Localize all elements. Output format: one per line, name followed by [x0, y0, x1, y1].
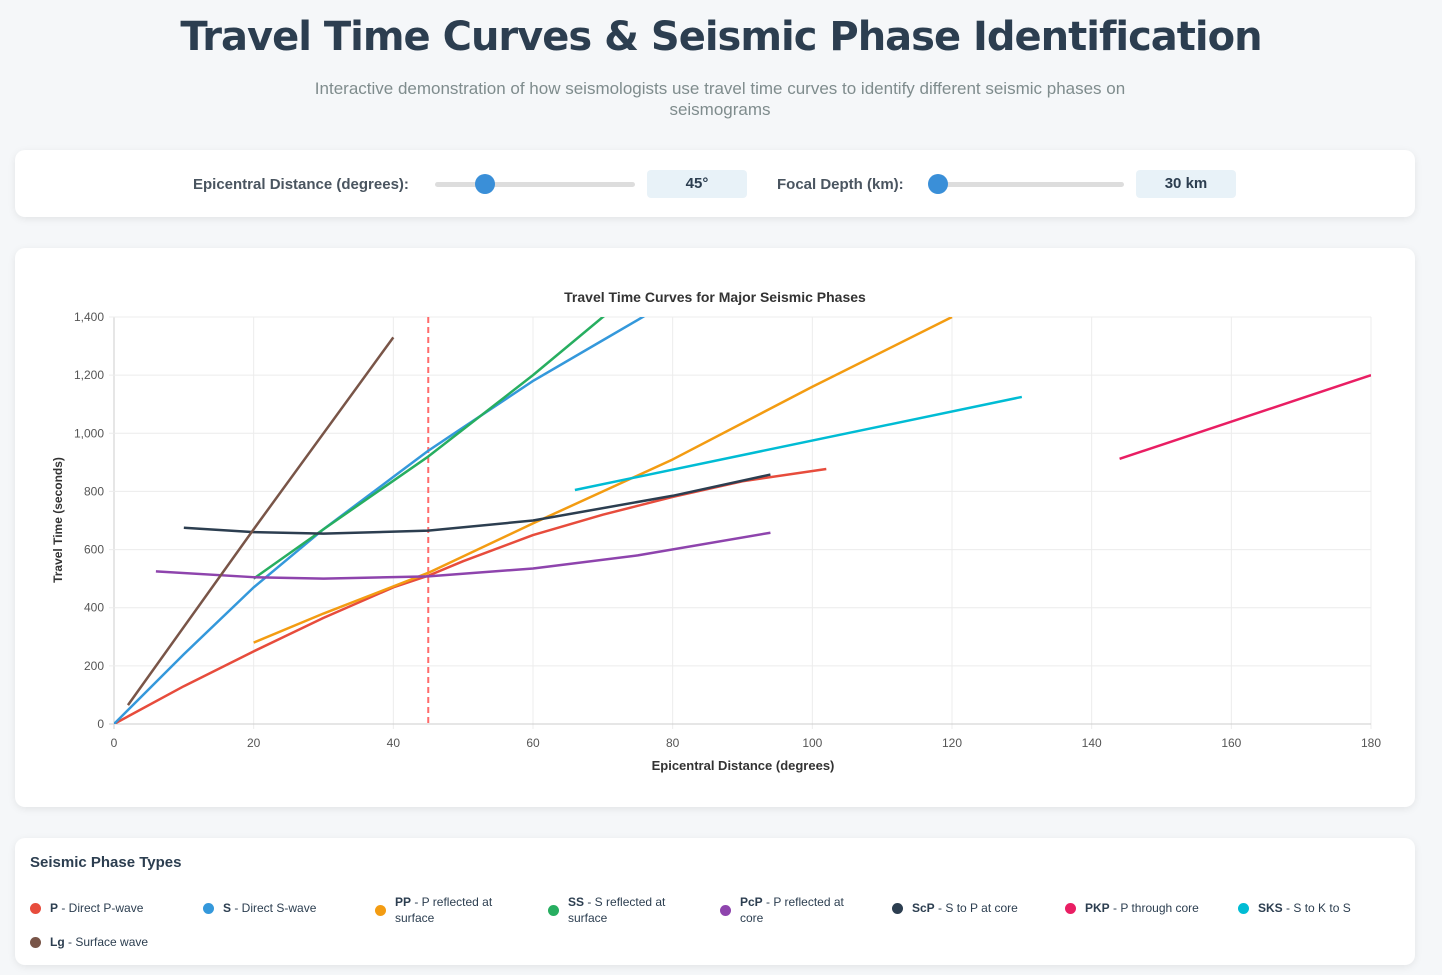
legend-text: Lg - Surface wave — [50, 934, 148, 950]
legend-dot-icon — [720, 904, 731, 916]
legend-desc: - S to P at core — [934, 901, 1018, 915]
legend-dot-icon — [30, 936, 41, 948]
distance-slider-thumb[interactable] — [475, 174, 495, 194]
legend-text: SS - S reflected at surface — [568, 894, 698, 926]
x-tick-label: 20 — [247, 736, 261, 750]
distance-slider[interactable] — [435, 174, 635, 194]
series-line-ss — [252, 317, 606, 580]
legend-desc: - P reflected at core — [740, 895, 844, 925]
legend-text: ScP - S to P at core — [912, 900, 1018, 916]
legend-dot-icon — [30, 902, 41, 914]
controls-panel: Epicentral Distance (degrees): 45° Focal… — [15, 150, 1415, 217]
legend-text: P - Direct P-wave — [50, 900, 143, 916]
legend-code: S — [223, 901, 232, 915]
depth-slider[interactable] — [928, 174, 1124, 194]
legend-code: Lg — [50, 935, 65, 949]
legend-item-pp: PP - P reflected at surface — [375, 894, 525, 926]
legend-dot-icon — [1238, 902, 1249, 914]
legend-dot-icon — [203, 902, 214, 914]
depth-value: 30 km — [1136, 170, 1236, 198]
legend-dot-icon — [1065, 902, 1076, 914]
series-line-scp — [183, 473, 771, 535]
x-tick-label: 80 — [666, 736, 680, 750]
legend-code: SKS — [1258, 901, 1283, 915]
legend-desc: - P reflected at surface — [395, 895, 493, 925]
y-axis-label: Travel Time (seconds) — [51, 457, 65, 583]
x-tick-label: 120 — [942, 736, 962, 750]
legend-item-s: S - Direct S-wave — [203, 900, 316, 916]
legend-item-sks: SKS - S to K to S — [1238, 900, 1351, 916]
legend-code: ScP — [912, 901, 935, 915]
legend-item-lg: Lg - Surface wave — [30, 934, 148, 950]
y-tick-label: 200 — [84, 659, 104, 673]
x-tick-label: 40 — [387, 736, 401, 750]
series-line-pcp — [155, 531, 771, 580]
distance-label: Epicentral Distance (degrees): — [193, 176, 409, 193]
legend-desc: - S reflected at surface — [568, 895, 666, 925]
legend-code: P — [50, 901, 59, 915]
legend-code: SS — [568, 895, 585, 909]
page-subtitle: Interactive demonstration of how seismol… — [314, 79, 1126, 119]
series-line-pp — [253, 317, 953, 644]
legend-text: PKP - P through core — [1085, 900, 1199, 916]
legend-desc: - Direct P-wave — [58, 901, 144, 915]
series-line-pkp — [1119, 373, 1371, 461]
legend-card: Seismic Phase Types P - Direct P-wave S -… — [15, 838, 1415, 965]
x-tick-label: 0 — [111, 736, 118, 750]
x-tick-label: 60 — [526, 736, 540, 750]
page-title: Travel Time Curves & Seismic Phase Ident… — [180, 14, 1262, 60]
chart-title: Travel Time Curves for Major Seismic Pha… — [564, 289, 866, 305]
x-tick-label: 160 — [1221, 736, 1241, 750]
legend-item-pcp: PcP - P reflected at core — [720, 894, 870, 926]
y-tick-label: 1,200 — [74, 368, 104, 382]
series-line-s — [114, 317, 646, 724]
legend-dot-icon — [548, 904, 559, 916]
y-tick-label: 1,400 — [74, 310, 104, 324]
depth-label: Focal Depth (km): — [777, 176, 904, 193]
x-tick-label: 180 — [1361, 736, 1381, 750]
series-line-lg — [126, 336, 395, 706]
legend-code: PcP — [740, 895, 763, 909]
legend-code: PKP — [1085, 901, 1110, 915]
legend-dot-icon — [892, 902, 903, 914]
legend-desc: - P through core — [1109, 901, 1199, 915]
legend-desc: - S to K to S — [1282, 901, 1351, 915]
legend-desc: - Surface wave — [64, 935, 149, 949]
x-tick-label: 100 — [802, 736, 822, 750]
y-tick-label: 600 — [84, 543, 104, 557]
x-axis-label: Epicentral Distance (degrees) — [652, 758, 835, 773]
legend-item-scp: ScP - S to P at core — [892, 900, 1018, 916]
chart-card: Travel Time Curves for Major Seismic Pha… — [15, 248, 1415, 807]
legend-desc: - Direct S-wave — [231, 901, 317, 915]
depth-slider-thumb[interactable] — [928, 174, 949, 194]
series-line-p — [114, 467, 827, 724]
legend-item-p: P - Direct P-wave — [30, 900, 143, 916]
legend-item-ss: SS - S reflected at surface — [548, 894, 698, 926]
legend-item-pkp: PKP - P through core — [1065, 900, 1199, 916]
y-tick-label: 400 — [84, 601, 104, 615]
legend-title: Seismic Phase Types — [30, 854, 182, 871]
distance-value: 45° — [647, 170, 747, 198]
legend-code: PP — [395, 895, 412, 909]
travel-time-chart: Travel Time Curves for Major Seismic Pha… — [51, 289, 1381, 773]
legend-text: SKS - S to K to S — [1258, 900, 1351, 916]
legend-dot-icon — [375, 904, 386, 916]
x-tick-label: 140 — [1082, 736, 1102, 750]
legend-text: PP - P reflected at surface — [395, 894, 525, 926]
y-tick-label: 0 — [97, 717, 104, 731]
series-line-sks — [574, 395, 1023, 492]
legend-text: S - Direct S-wave — [223, 900, 316, 916]
y-tick-label: 1,000 — [74, 426, 104, 440]
legend-text: PcP - P reflected at core — [740, 894, 870, 926]
y-tick-label: 800 — [84, 484, 104, 498]
